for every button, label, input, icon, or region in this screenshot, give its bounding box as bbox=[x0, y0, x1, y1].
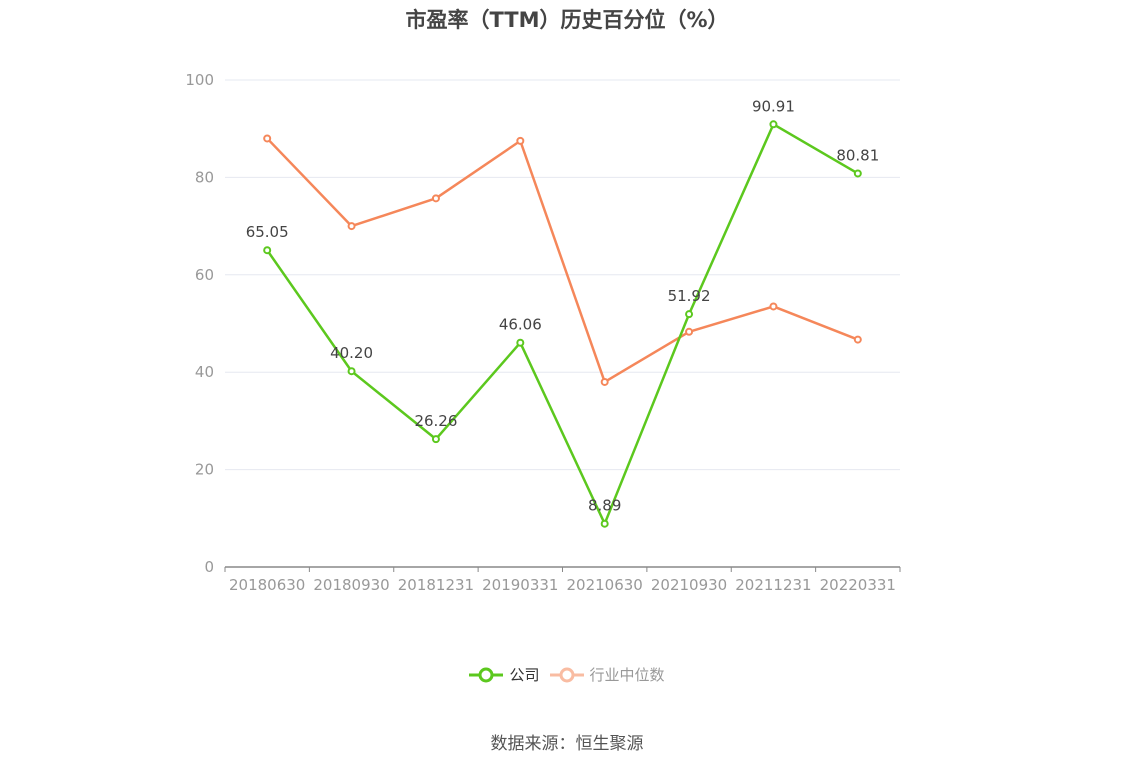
x-axis: 20180630 20180930 20181231 20190331 20210630… bbox=[224, 566, 901, 594]
data-label: 51.92 bbox=[668, 287, 711, 305]
data-point-company bbox=[685, 310, 694, 319]
data-point-company bbox=[347, 367, 356, 376]
series-lines bbox=[263, 120, 862, 528]
data-point-company bbox=[516, 338, 525, 347]
data-point-company bbox=[769, 120, 778, 129]
x-tick-label: 20190331 bbox=[482, 576, 558, 594]
chart-title: 市盈率（TTM）历史百分位（%） bbox=[405, 8, 729, 32]
legend: 公司 行业中位数 bbox=[0, 664, 1134, 685]
data-point-industry-median bbox=[685, 327, 694, 336]
legend-marker-industry-median bbox=[549, 667, 584, 682]
x-tick-label: 20210930 bbox=[651, 576, 727, 594]
data-label: 65.05 bbox=[246, 223, 289, 241]
data-point-industry-median bbox=[263, 134, 272, 143]
data-labels: 65.05 40.20 26.26 46.06 8.89 51.92 90.91 80.81 bbox=[246, 97, 880, 514]
data-label: 90.91 bbox=[752, 97, 795, 115]
data-point-industry-median bbox=[347, 222, 356, 231]
x-tick-label: 20210630 bbox=[567, 576, 643, 594]
y-tick-label: 80 bbox=[195, 168, 214, 186]
data-label: 40.20 bbox=[330, 344, 373, 362]
x-tick-label: 20180930 bbox=[313, 576, 389, 594]
data-point-company bbox=[263, 246, 272, 255]
legend-marker-company bbox=[469, 667, 504, 682]
series-line-industry-median bbox=[266, 137, 859, 384]
y-tick-label: 100 bbox=[185, 71, 214, 89]
data-point-company bbox=[431, 435, 440, 444]
data-point-industry-median bbox=[516, 136, 525, 145]
grid-lines bbox=[225, 79, 900, 471]
x-tick-label: 20181231 bbox=[398, 576, 474, 594]
x-tick-label: 20211231 bbox=[735, 576, 811, 594]
legend-item-industry-median[interactable]: 行业中位数 bbox=[549, 664, 665, 685]
x-tick-label: 20220331 bbox=[820, 576, 896, 594]
data-label: 46.06 bbox=[499, 316, 542, 334]
y-tick-label: 40 bbox=[195, 363, 214, 381]
data-label: 80.81 bbox=[836, 146, 879, 164]
data-label: 26.26 bbox=[414, 412, 457, 430]
data-point-industry-median bbox=[769, 302, 778, 311]
y-tick-label: 0 bbox=[204, 558, 214, 576]
legend-item-company[interactable]: 公司 bbox=[469, 664, 540, 685]
series-line-company bbox=[266, 123, 859, 525]
data-label: 8.89 bbox=[588, 497, 621, 515]
data-point-industry-median bbox=[853, 335, 862, 344]
y-axis: 0 20 40 60 80 100 bbox=[185, 71, 214, 576]
data-point-industry-median bbox=[431, 194, 440, 203]
data-source: 数据来源：恒生聚源 bbox=[490, 734, 644, 754]
y-tick-label: 60 bbox=[195, 266, 214, 284]
legend-label-company: 公司 bbox=[509, 666, 540, 684]
data-point-industry-median bbox=[600, 377, 609, 386]
y-tick-label: 20 bbox=[195, 461, 214, 479]
x-tick-label: 20180630 bbox=[229, 576, 305, 594]
legend-label-industry-median: 行业中位数 bbox=[589, 666, 665, 684]
data-point-company bbox=[853, 169, 862, 178]
data-point-company bbox=[600, 519, 609, 528]
